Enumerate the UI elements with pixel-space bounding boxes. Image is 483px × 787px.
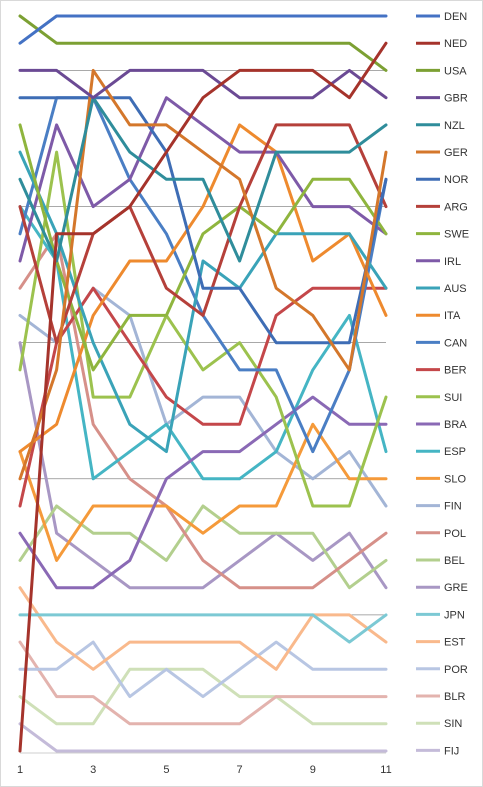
series-line-den (18, 14, 388, 45)
series-line-fij (18, 722, 388, 753)
series-line-slo (18, 422, 388, 562)
series-line-blr (18, 640, 388, 726)
legend-label-arg: ARG (444, 201, 468, 213)
series-line-ned (18, 41, 388, 753)
legend-label-sin: SIN (444, 718, 462, 730)
series-line-nor (18, 96, 388, 345)
series-line-sui (18, 150, 388, 508)
series-line-est (18, 586, 388, 671)
legend-label-ger: GER (444, 147, 468, 159)
x-axis-ticks: 1 3 5 7 9 11 (17, 764, 392, 776)
legend-label-bra: BRA (444, 419, 467, 431)
legend-label-est: EST (444, 637, 466, 649)
legend-label-sui: SUI (444, 392, 462, 404)
legend-label-nor: NOR (444, 174, 469, 186)
series-line-bra (18, 395, 388, 590)
legend-label-fin: FIN (444, 501, 462, 513)
legend-label-ned: NED (444, 38, 467, 50)
series-line-gbr (18, 68, 388, 100)
series-line-pol (18, 232, 388, 590)
series-line-jpn (18, 613, 388, 644)
legend: DEN NED USA GBR NZL GER NOR ARG SWE IRL AUS ITA CAN B… (416, 11, 469, 757)
series-line-aus (18, 150, 388, 454)
legend-label-slo: SLO (444, 473, 466, 485)
legend-label-can: CAN (444, 337, 467, 349)
series-line-swe (18, 123, 388, 372)
legend-label-blr: BLR (444, 691, 465, 703)
legend-label-swe: SWE (444, 229, 469, 241)
legend-label-irl: IRL (444, 256, 461, 268)
series-line-ita (18, 123, 388, 454)
x-tick-label: 9 (310, 764, 316, 776)
legend-label-den: DEN (444, 11, 467, 23)
legend-label-jpn: JPN (444, 609, 465, 621)
series-line-nzl (18, 96, 388, 263)
x-tick-label: 11 (380, 764, 391, 776)
x-tick-label: 5 (163, 764, 169, 776)
legend-label-ber: BER (444, 365, 467, 377)
legend-label-por: POR (444, 664, 468, 676)
legend-label-nzl: NZL (444, 120, 465, 132)
legend-label-aus: AUS (444, 283, 467, 295)
series-lines (18, 14, 388, 753)
x-tick-label: 1 (17, 764, 23, 776)
legend-label-gbr: GBR (444, 93, 468, 105)
series-line-ger (18, 68, 388, 481)
legend-label-ita: ITA (444, 310, 461, 322)
series-line-esp (18, 205, 388, 481)
series-line-usa (18, 14, 388, 72)
legend-label-usa: USA (444, 65, 467, 77)
series-line-sin (18, 667, 388, 726)
legend-label-bel: BEL (444, 555, 465, 567)
series-line-por (18, 640, 388, 699)
x-tick-label: 3 (90, 764, 96, 776)
series-line-arg (18, 123, 388, 345)
legend-label-fij: FIJ (444, 745, 459, 757)
legend-label-pol: POL (444, 528, 466, 540)
legend-label-esp: ESP (444, 446, 466, 458)
legend-label-gre: GRE (444, 582, 468, 594)
x-tick-label: 7 (237, 764, 243, 776)
